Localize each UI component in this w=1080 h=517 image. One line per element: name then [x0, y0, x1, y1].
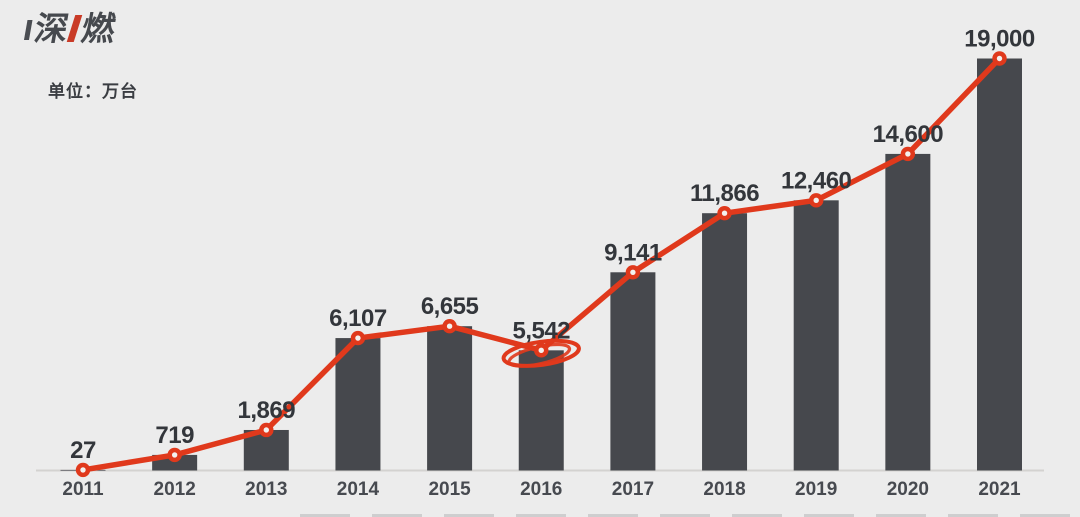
- marker-dot-2016: [538, 347, 544, 354]
- marker-dot-2019: [813, 197, 819, 204]
- marker-dot-2013: [263, 427, 269, 433]
- marker-dot-2014: [355, 335, 361, 341]
- bar-2019: [793, 200, 839, 471]
- year-label-2011: 2011: [62, 479, 104, 500]
- year-label-2018: 2018: [703, 479, 745, 500]
- value-label-2017: 9,141: [604, 239, 662, 266]
- year-label-2016: 2016: [520, 479, 562, 500]
- bar-2016: [518, 350, 564, 471]
- year-label-2021: 2021: [978, 479, 1021, 500]
- value-label-2021: 19,000: [964, 26, 1035, 53]
- year-label-2020: 2020: [887, 479, 929, 500]
- bar-2015: [427, 326, 473, 471]
- value-label-2019: 12,460: [781, 167, 852, 194]
- unit-label: 单位：万台: [48, 82, 138, 101]
- value-label-2015: 6,655: [421, 293, 479, 320]
- value-label-2014: 6,107: [329, 305, 387, 332]
- bar-2014: [335, 338, 381, 471]
- bar-2021: [977, 58, 1022, 471]
- marker-dot-2021: [996, 55, 1003, 62]
- marker-dot-2018: [721, 210, 728, 216]
- value-label-2018: 11,866: [690, 180, 759, 207]
- year-label-2017: 2017: [612, 479, 654, 500]
- year-label-2019: 2019: [795, 479, 837, 500]
- marker-dot-2012: [171, 452, 178, 458]
- marker-dot-2011: [80, 467, 86, 473]
- year-label-2014: 2014: [337, 479, 380, 500]
- value-label-2012: 719: [155, 422, 194, 449]
- value-label-2016: 5,542: [512, 317, 570, 344]
- year-label-2012: 2012: [154, 479, 196, 500]
- bar-2017: [610, 272, 656, 471]
- marker-dot-2020: [905, 151, 911, 157]
- year-label-2013: 2013: [245, 479, 287, 500]
- bar-2020: [885, 153, 931, 471]
- marker-dot-2017: [630, 269, 636, 275]
- value-label-2020: 14,600: [873, 121, 944, 148]
- marker-dot-2015: [446, 323, 453, 329]
- bar-2018: [702, 213, 748, 471]
- value-label-2013: 1,869: [238, 397, 296, 424]
- year-label-2015: 2015: [428, 479, 471, 500]
- bottom-crop-artifact: [300, 514, 1080, 517]
- value-label-2011: 27: [70, 437, 96, 464]
